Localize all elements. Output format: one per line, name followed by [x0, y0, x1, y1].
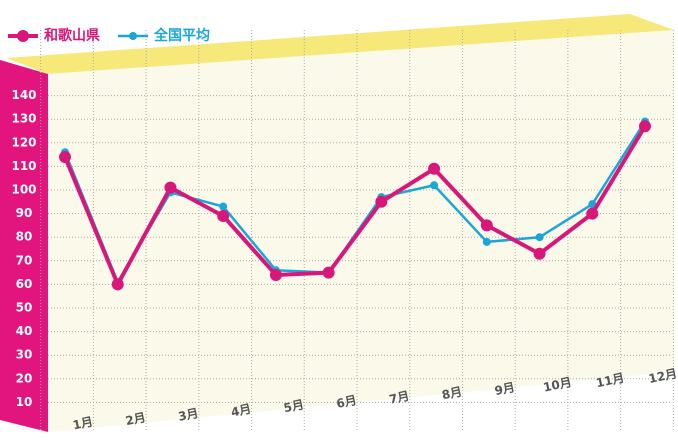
legend-dot [129, 32, 137, 40]
top-face [6, 14, 674, 74]
x-tick-label: 1月 [71, 415, 94, 433]
x-tick-label: 8月 [441, 384, 464, 402]
x-tick-label: 3月 [177, 406, 200, 424]
point [480, 219, 493, 232]
y-tick-label: 80 [16, 230, 33, 244]
y-tick-label: 100 [11, 183, 36, 197]
y-tick-label: 30 [16, 348, 33, 362]
point [269, 268, 282, 281]
x-tick-label: 10月 [542, 375, 573, 395]
x-tick-label: 7月 [388, 389, 411, 407]
x-tick-label: 4月 [230, 402, 253, 420]
y-tick-label: 20 [16, 371, 33, 385]
x-tick-label: 2月 [124, 410, 147, 428]
point [430, 181, 439, 190]
y-tick-label: 50 [16, 301, 33, 315]
point [322, 266, 335, 279]
point [59, 150, 71, 163]
marks [59, 117, 651, 291]
point [111, 278, 124, 291]
y-tick-label: 110 [11, 159, 36, 173]
legend-label: 全国平均 [153, 27, 210, 44]
x-tick-label: 12月 [647, 366, 678, 386]
point [217, 209, 230, 222]
point [588, 200, 597, 209]
point [164, 181, 177, 194]
legend-dot [17, 30, 29, 42]
point [428, 162, 441, 175]
x-tick-label: 5月 [282, 397, 305, 415]
x-tick-label: 11月 [595, 371, 626, 391]
y-tick-label: 90 [16, 206, 33, 220]
y-tick-label: 130 [11, 112, 36, 126]
y-tick-label: 60 [16, 277, 33, 291]
y-tick-label: 40 [16, 324, 33, 338]
legend-label: 和歌山県 [44, 27, 100, 44]
y-tick-label: 10 [16, 395, 33, 409]
point [219, 202, 228, 211]
x-tick-label: 6月 [335, 393, 358, 411]
point [535, 233, 544, 242]
grid [40, 30, 674, 430]
point [482, 237, 491, 246]
y-tick-label: 70 [16, 253, 33, 267]
series-line [63, 125, 647, 287]
point [533, 247, 546, 260]
y-tick-label: 120 [11, 135, 36, 149]
point [586, 207, 599, 220]
y-tick-label: 140 [11, 88, 36, 102]
side-face [0, 60, 48, 432]
point [639, 120, 651, 133]
point [375, 195, 388, 208]
x-tick-label: 9月 [493, 380, 516, 398]
